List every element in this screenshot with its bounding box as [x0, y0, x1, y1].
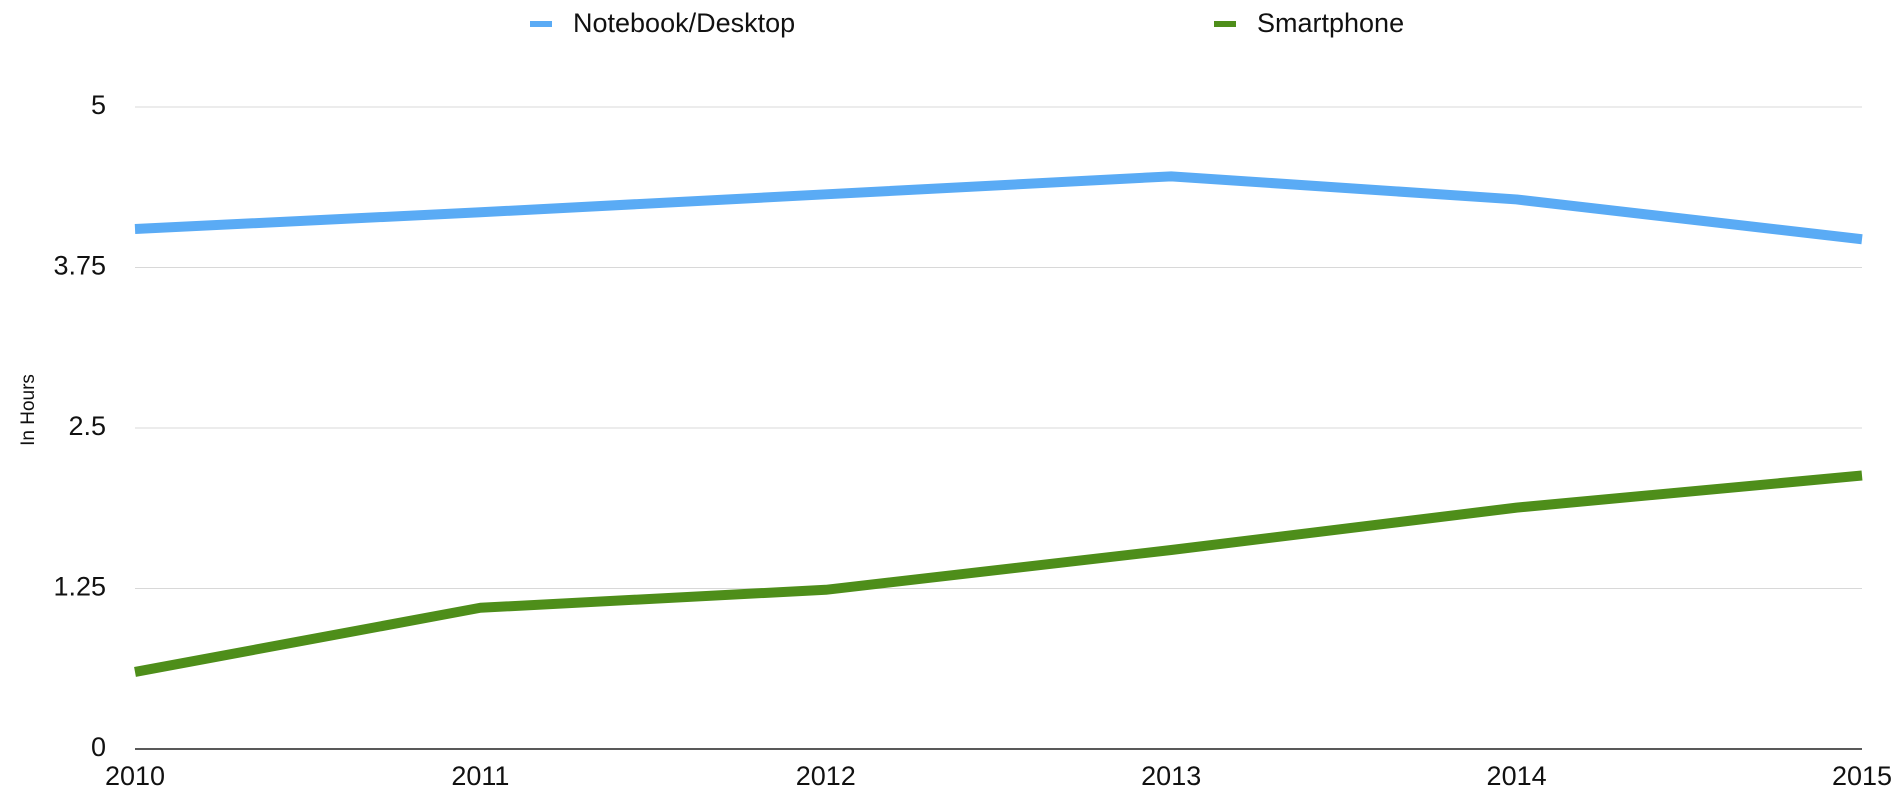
x-tick-label: 2010	[105, 761, 165, 791]
y-tick-label: 3.75	[53, 251, 106, 281]
legend-label: Smartphone	[1257, 8, 1404, 38]
series-line	[134, 171, 1863, 245]
x-tick-label: 2013	[1141, 761, 1201, 791]
x-tick-label: 2015	[1832, 761, 1892, 791]
legend-label: Notebook/Desktop	[573, 8, 795, 38]
y-tick-label: 5	[91, 90, 106, 120]
y-tick-label: 0	[91, 732, 106, 762]
x-tick-label: 2014	[1487, 761, 1547, 791]
y-axis-title: In Hours	[18, 374, 39, 446]
x-tick-label: 2011	[451, 761, 509, 791]
y-tick-label: 1.25	[53, 572, 106, 602]
x-tick-label: 2012	[796, 761, 856, 791]
y-tick-label: 2.5	[68, 411, 106, 441]
series-line	[134, 470, 1863, 677]
